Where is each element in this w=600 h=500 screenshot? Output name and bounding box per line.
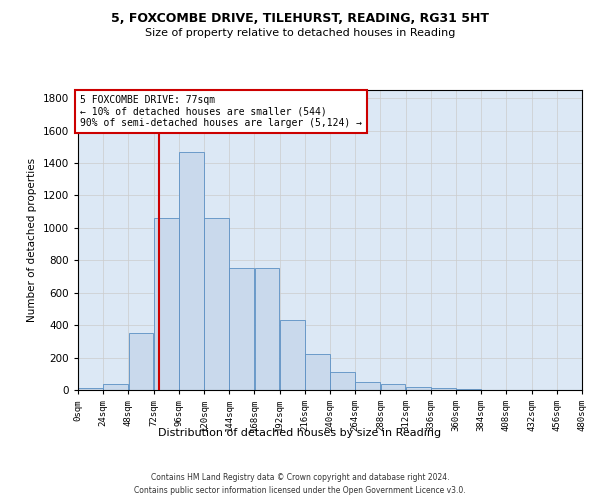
Bar: [380, 384, 406, 390]
Bar: [330, 372, 355, 390]
Bar: [128, 333, 154, 390]
Text: Contains HM Land Registry data © Crown copyright and database right 2024.
Contai: Contains HM Land Registry data © Crown c…: [134, 474, 466, 495]
Bar: [254, 268, 280, 390]
Bar: [355, 382, 380, 390]
Y-axis label: Number of detached properties: Number of detached properties: [27, 158, 37, 322]
Bar: [179, 152, 204, 390]
Bar: [78, 388, 103, 390]
Text: 5, FOXCOMBE DRIVE, TILEHURST, READING, RG31 5HT: 5, FOXCOMBE DRIVE, TILEHURST, READING, R…: [111, 12, 489, 26]
Text: Size of property relative to detached houses in Reading: Size of property relative to detached ho…: [145, 28, 455, 38]
Bar: [456, 389, 481, 390]
Bar: [406, 387, 431, 390]
Bar: [305, 354, 330, 390]
Bar: [204, 218, 229, 390]
Text: 5 FOXCOMBE DRIVE: 77sqm
← 10% of detached houses are smaller (544)
90% of semi-d: 5 FOXCOMBE DRIVE: 77sqm ← 10% of detache…: [80, 95, 362, 128]
Bar: [154, 218, 179, 390]
Bar: [229, 268, 254, 390]
Text: Distribution of detached houses by size in Reading: Distribution of detached houses by size …: [158, 428, 442, 438]
Bar: [280, 320, 305, 390]
Bar: [103, 384, 128, 390]
Bar: [431, 388, 456, 390]
